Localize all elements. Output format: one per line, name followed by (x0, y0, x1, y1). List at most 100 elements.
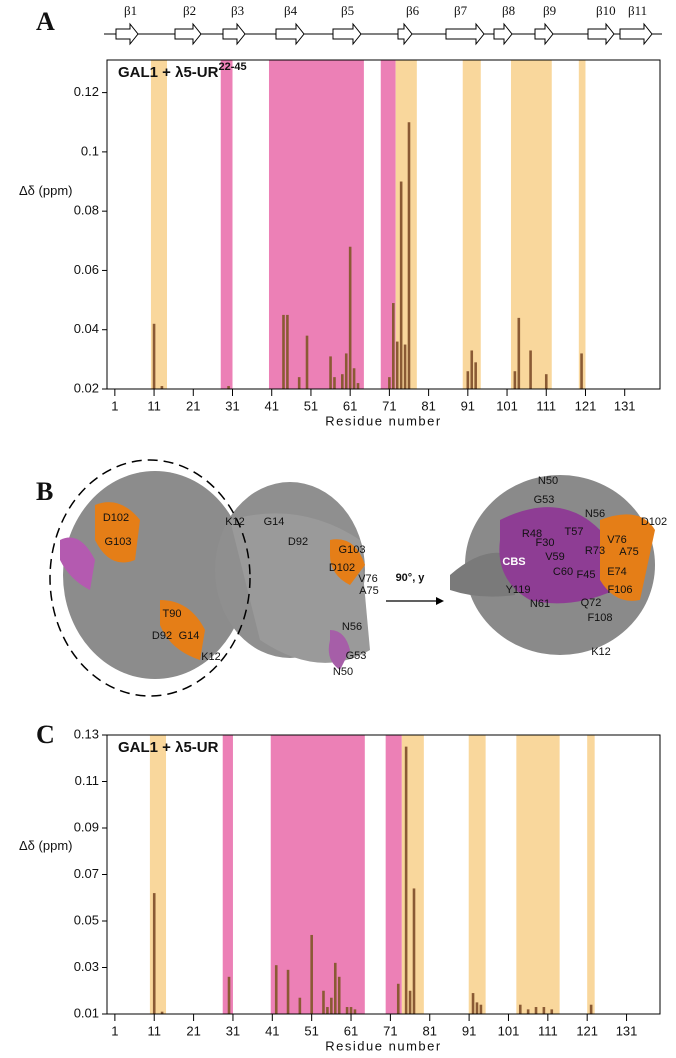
x-tick-label: 81 (423, 1023, 437, 1038)
bar (333, 962, 337, 1014)
bar (550, 1009, 554, 1014)
strand-arrow (493, 22, 513, 46)
bar (408, 990, 412, 1014)
y-tick-label: 0.13 (74, 726, 99, 741)
title-main: GAL1 + λ5-UR (118, 739, 219, 756)
bar (412, 888, 416, 1014)
bar (282, 314, 285, 389)
residue-label: F106 (607, 584, 632, 596)
chart-title: GAL1 + λ5-UR (118, 739, 219, 756)
residue-label: D92 (288, 536, 308, 548)
x-axis-label: Residue number (325, 413, 441, 428)
region (578, 60, 586, 389)
x-tick-label: 11 (147, 398, 161, 413)
bar (330, 997, 333, 1014)
bar (349, 1007, 353, 1014)
bar (152, 893, 156, 1014)
region (516, 735, 560, 1014)
strand-arrow (397, 22, 413, 46)
bar (345, 1007, 349, 1014)
strand-label: β3 (231, 3, 244, 18)
x-tick-label: 111 (538, 1023, 558, 1038)
residue-label: F45 (577, 569, 596, 581)
y-tick-label: 0.11 (75, 773, 99, 788)
x-tick-label: 71 (382, 398, 396, 413)
bar (403, 344, 407, 389)
region (220, 60, 233, 389)
residue-label: Q72 (581, 597, 602, 609)
residue-label: G53 (534, 494, 555, 506)
bar (274, 965, 278, 1014)
x-tick-label: 31 (226, 1023, 240, 1038)
residue-label: V76 (607, 534, 627, 546)
bar (396, 983, 400, 1014)
x-tick-label: 1 (111, 398, 118, 413)
x-tick-label: 121 (576, 1023, 598, 1038)
bar (160, 1011, 164, 1014)
bar (353, 1009, 357, 1014)
strand-arrow (619, 22, 653, 46)
x-tick-label: 11 (147, 1023, 161, 1038)
y-tick-label: 0.05 (74, 912, 99, 927)
residue-label: 90°, y (396, 572, 426, 584)
y-axis-label: Δδ (ppm) (19, 183, 72, 198)
x-tick-label: 121 (575, 398, 597, 413)
bar (392, 303, 395, 389)
residue-label: N50 (538, 475, 558, 487)
x-tick-label: 61 (343, 398, 357, 413)
title-superscript: 22-45 (218, 61, 246, 73)
bar (471, 993, 475, 1014)
strand-arrow (275, 22, 305, 46)
bar (152, 323, 156, 389)
residue-label: Y119 (506, 584, 531, 596)
residue-label: F108 (587, 612, 612, 624)
residue-label: A75 (359, 585, 379, 597)
residue-label: E74 (607, 566, 627, 578)
bar (470, 350, 474, 389)
y-tick-label: 0.1 (81, 143, 99, 158)
strand-arrow (587, 22, 615, 46)
x-tick-label: 91 (462, 1023, 476, 1038)
residue-label: R73 (585, 545, 605, 557)
x-tick-label: 91 (461, 398, 475, 413)
bar (298, 997, 302, 1014)
bar (305, 335, 309, 389)
bar (322, 990, 325, 1014)
strand-arrow (115, 22, 139, 46)
residue-label: G103 (339, 544, 366, 556)
bar (326, 1007, 329, 1014)
strand-arrow (174, 22, 202, 46)
region (222, 735, 233, 1014)
residue-label: A75 (619, 546, 639, 558)
bar (517, 317, 521, 389)
region (462, 60, 481, 389)
x-tick-label: 111 (536, 398, 556, 413)
x-tick-label: 81 (421, 398, 435, 413)
strand-label: β11 (628, 3, 647, 18)
panel-label: A (36, 7, 55, 36)
panel-label: C (36, 720, 55, 749)
residue-label: N50 (333, 666, 353, 678)
panel-label: B (36, 477, 53, 506)
bar (479, 1004, 483, 1014)
residue-label: G103 (105, 536, 132, 548)
x-tick-label: 101 (496, 398, 518, 413)
strand-label: β10 (596, 3, 616, 18)
y-tick-label: 0.01 (74, 1005, 99, 1020)
bar (337, 976, 341, 1014)
residue-label: G14 (264, 516, 285, 528)
bar (348, 246, 352, 389)
bar (341, 374, 344, 389)
residue-label: D102 (641, 516, 667, 528)
residue-label: T90 (163, 608, 182, 620)
residue-label: G53 (346, 650, 367, 662)
strand-label: β8 (502, 3, 515, 18)
x-tick-label: 21 (186, 398, 200, 413)
bar (526, 1009, 530, 1014)
region (380, 60, 396, 389)
y-tick-label: 0.03 (74, 959, 99, 974)
bar (310, 934, 313, 1014)
residue-label: G14 (179, 630, 200, 642)
bar (407, 122, 411, 390)
x-axis-label: Residue number (325, 1038, 441, 1053)
